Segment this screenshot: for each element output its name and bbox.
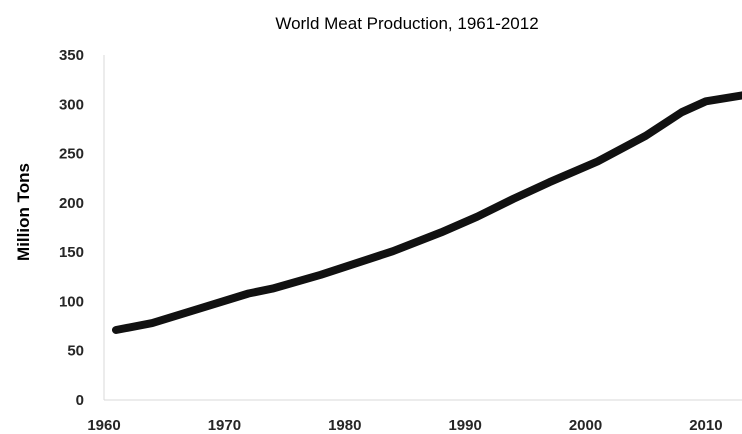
x-tick-label: 1970 <box>208 417 241 434</box>
y-tick-label: 350 <box>59 47 84 64</box>
x-tick-label: 1960 <box>87 417 120 434</box>
y-tick-label: 250 <box>59 146 84 163</box>
y-tick-label: 150 <box>59 244 84 261</box>
x-tick-label: 1990 <box>448 417 481 434</box>
y-tick-label: 300 <box>59 96 84 113</box>
x-tick-label: 1980 <box>328 417 361 434</box>
y-axis-label: Million Tons <box>14 163 33 261</box>
y-tick-label: 0 <box>76 392 84 409</box>
x-tick-label: 2010 <box>689 417 722 434</box>
y-tick-label: 200 <box>59 195 84 212</box>
x-tick-label: 2000 <box>569 417 602 434</box>
series-line <box>112 91 742 334</box>
y-tick-label: 50 <box>67 343 84 360</box>
y-tick-label: 100 <box>59 293 84 310</box>
chart-title: World Meat Production, 1961-2012 <box>275 14 538 33</box>
